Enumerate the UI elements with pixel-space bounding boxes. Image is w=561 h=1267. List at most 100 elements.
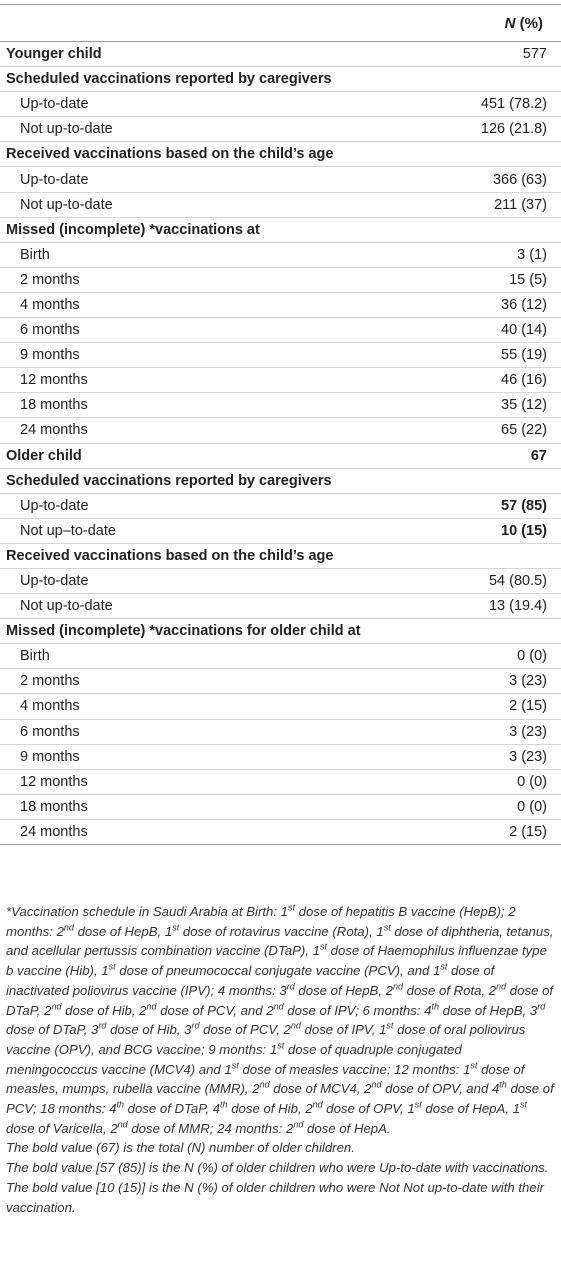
row-value: 57 (85): [501, 497, 547, 514]
footnote-text: dose of MCV4, 2: [269, 1081, 372, 1097]
footnote-text: dose of DTaP, 4: [123, 1101, 221, 1117]
footnote-text: dose of IPV; 6 months: 4: [283, 1002, 432, 1018]
footnote-text: dose of measles, mumps, rubella vaccine …: [6, 1061, 525, 1097]
footnote-superscript: rd: [537, 1001, 546, 1012]
table-row: Scheduled vaccinations reported by careg…: [0, 67, 561, 93]
row-label: 4 months: [20, 296, 80, 313]
footnote-superscript: st: [470, 1060, 478, 1071]
table-row: Birth 0 (0): [0, 644, 561, 670]
footnote-superscript: st: [108, 961, 116, 972]
table-row: 12 months 0 (0): [0, 770, 561, 795]
footnote-text: dose of HepB, 3: [438, 1002, 538, 1018]
footnote-superscript: nd: [259, 1079, 270, 1090]
footnote-text: dose of rotavirus vaccine (Rota), 1: [179, 923, 384, 939]
table-row: Younger child 577: [0, 42, 561, 68]
row-label: 6 months: [20, 322, 80, 339]
footnote-text: dose of PCV, 2: [199, 1022, 291, 1038]
footnote-superscript: nd: [393, 981, 404, 992]
footnote: *Vaccination schedule in Saudi Arabia at…: [6, 902, 554, 1138]
table-row: 12 months 46 (16): [0, 368, 561, 394]
row-value: 577: [522, 46, 547, 63]
footnote-text: dose of DTaP, 3: [6, 1022, 99, 1038]
table-row: 2 months 3 (23): [0, 669, 561, 695]
row-label: 18 months: [20, 397, 88, 414]
table-row: Not up-to-date 126 (21.8): [0, 117, 561, 143]
row-label: 12 months: [20, 372, 88, 389]
table-row: Up-to-date 57 (85): [0, 494, 561, 519]
footnote-superscript: rd: [98, 1020, 107, 1031]
footnote-text: dose of OPV, 1: [322, 1101, 415, 1117]
note: The bold value (67) is the total (N) num…: [6, 1140, 355, 1156]
table-row: 4 months 2 (15): [0, 694, 561, 720]
footnote-superscript: nd: [51, 1001, 62, 1012]
row-label: Up-to-date: [20, 171, 89, 188]
row-label: Birth: [20, 648, 50, 665]
row-label: Not up-to-date: [20, 196, 113, 213]
note: The bold value [10 (15)] is the N (%) of…: [6, 1179, 545, 1215]
table-row: Missed (incomplete) *vaccinations at: [0, 218, 561, 243]
footnote-superscript: nd: [371, 1079, 382, 1090]
row-label: Received vaccinations based on the child…: [6, 547, 334, 564]
footnote-superscript: th: [116, 1099, 124, 1110]
row-label: Up-to-date: [20, 497, 89, 514]
header-unit: (%): [519, 14, 543, 32]
row-label: 9 months: [20, 748, 80, 765]
footnote-text: dose of HepB, 2: [294, 982, 393, 998]
table-row: Received vaccinations based on the child…: [0, 544, 561, 569]
table-row: Received vaccinations based on the child…: [0, 142, 561, 168]
table-row: 9 months 3 (23): [0, 745, 561, 770]
table-row: Up-to-date 54 (80.5): [0, 569, 561, 595]
table-row: Older child 67: [0, 444, 561, 469]
footnote-text: dose of DTaP, 2: [6, 982, 554, 1018]
footnote-text: dose of measles vaccine; 12 months: 1: [238, 1061, 471, 1077]
row-label: Missed (incomplete) *vaccinations at: [6, 221, 260, 238]
row-label: Not up-to-date: [20, 598, 113, 615]
row-value: 15 (5): [509, 271, 547, 288]
footnote-text: dose of Varicella, 2: [6, 1120, 118, 1136]
row-value: 65 (22): [501, 422, 547, 439]
footnote-text: dose of HepB, 1: [73, 923, 173, 939]
table-row: Birth 3 (1): [0, 243, 561, 268]
row-value: 35 (12): [501, 397, 547, 414]
table-row: Not up–to-date 10 (15): [0, 519, 561, 544]
row-label: Scheduled vaccinations reported by careg…: [6, 472, 332, 489]
table-row: Not up-to-date 211 (37): [0, 193, 561, 218]
row-value: 0 (0): [517, 648, 547, 665]
footnote-text: dose of PCV, and 2: [156, 1002, 274, 1018]
table-row: 4 months 36 (12): [0, 293, 561, 319]
footnote-superscript: rd: [191, 1020, 200, 1031]
table-row: 24 months 65 (22): [0, 418, 561, 444]
footnote-text: dose of Rota, 2: [403, 982, 497, 998]
table-row: Up-to-date 366 (63): [0, 167, 561, 193]
footnote-superscript: th: [431, 1001, 439, 1012]
row-value: 46 (16): [501, 372, 547, 389]
footnote-superscript: th: [499, 1079, 507, 1090]
row-label: Birth: [20, 246, 50, 263]
footnote-text: *Vaccination schedule in Saudi Arabia at…: [6, 904, 288, 919]
table-row: 18 months 35 (12): [0, 393, 561, 419]
row-value: 211 (37): [494, 196, 547, 213]
footnote-text: dose of Hib, 2: [227, 1101, 313, 1117]
table-row: 18 months 0 (0): [0, 795, 561, 820]
row-label: 9 months: [20, 347, 80, 364]
footnote-superscript: st: [288, 902, 296, 913]
note: The bold value [57 (85)] is the N (%) of…: [6, 1160, 549, 1176]
footnote-superscript: st: [414, 1099, 422, 1110]
row-label: Older child: [6, 447, 82, 464]
footnote-superscript: nd: [146, 1001, 157, 1012]
row-value: 55 (19): [501, 347, 547, 364]
row-label: 18 months: [20, 798, 88, 815]
footnote-superscript: st: [231, 1060, 239, 1071]
header-symbol: N: [504, 14, 516, 32]
footnote-text: dose of HepA, 1: [421, 1101, 520, 1117]
row-value: 3 (23): [509, 673, 547, 690]
row-label: Not up-to-date: [20, 121, 113, 138]
footnote-superscript: st: [519, 1099, 527, 1110]
row-value: 36 (12): [501, 296, 547, 313]
footnote-superscript: rd: [286, 981, 295, 992]
row-label: Received vaccinations based on the child…: [6, 146, 334, 163]
footnote-text: dose of quadruple conjugated meningococc…: [6, 1041, 462, 1077]
row-label: Not up–to-date: [20, 522, 116, 539]
footnote-text: dose of oral poliovirus vaccine (OPV), a…: [6, 1022, 526, 1057]
footnote-text: dose of inactivated poliovirus vaccine (…: [6, 963, 495, 998]
